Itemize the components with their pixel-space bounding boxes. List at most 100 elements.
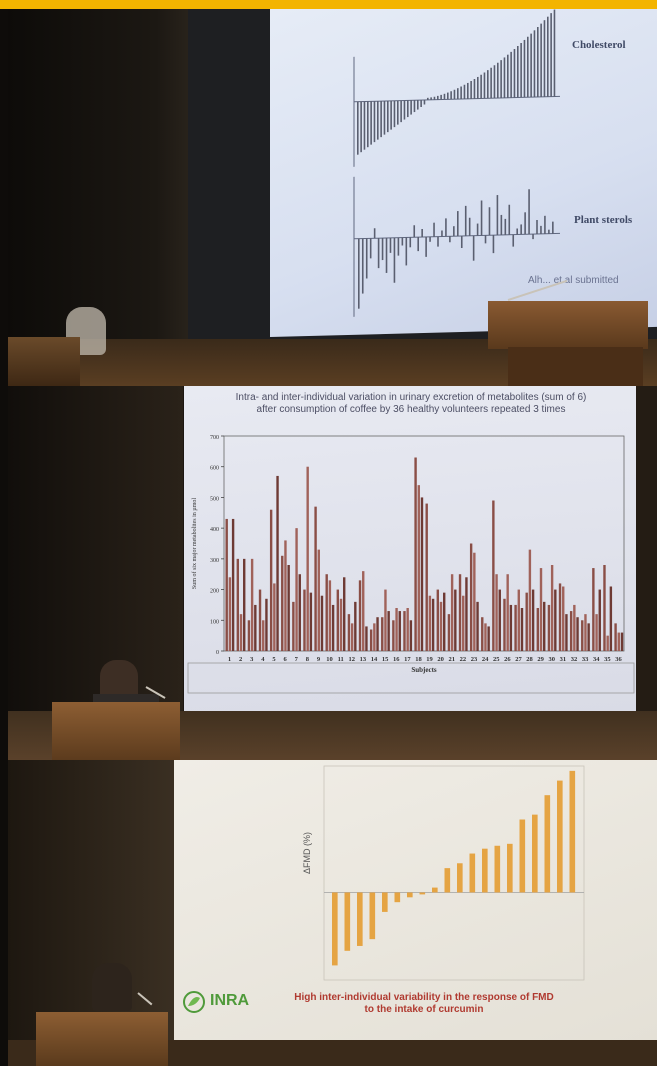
bar [377,101,379,140]
bar [432,887,438,893]
x-tick-label: 30 [549,656,556,663]
bar [276,475,279,651]
bar [547,16,549,97]
bar [421,228,423,238]
side-desk [8,337,80,386]
bar [306,466,309,651]
bar [465,577,468,651]
bar [520,608,524,651]
bar [477,76,479,99]
bar [490,67,492,99]
bar [439,601,443,651]
auditorium-right-wall [636,386,657,760]
bar [358,238,360,309]
bar [357,101,359,155]
bar [540,23,542,97]
bar [437,236,439,247]
x-tick-label: 26 [504,656,511,663]
bar [363,101,366,150]
bar [269,509,273,651]
bar [454,589,457,651]
bar [437,95,439,100]
bar [517,45,519,98]
bar [497,62,499,99]
slide-credit: Alh... et al submitted [528,275,619,286]
bar [447,92,449,100]
bar [481,617,484,651]
bar [250,558,254,651]
bar [365,626,368,651]
x-tick-label: 36 [615,656,622,663]
podium [52,702,180,760]
leaf-icon [183,991,205,1013]
x-tick-label: 24 [482,656,489,663]
bar [365,238,368,279]
bar [506,574,509,651]
bar [361,238,364,294]
bar [397,100,399,125]
bar [520,42,522,98]
bar [523,39,526,98]
bar [354,601,357,651]
x-tick-label: 6 [283,656,287,663]
bar [325,574,328,651]
bar [496,195,499,236]
bar [358,580,362,651]
bar [414,457,417,651]
bar [606,635,609,651]
bar [544,795,551,893]
bar [464,205,467,236]
bar [507,54,509,98]
bar [343,577,346,651]
bar [225,518,228,651]
bar [530,33,532,98]
bar [487,70,489,99]
bar [336,589,340,651]
bar [494,845,501,893]
x-tick-label: 3 [250,656,254,663]
bar [528,189,530,235]
bar [614,623,617,651]
bar [390,100,392,130]
x-tick-label: 4 [261,656,265,663]
bar [394,892,401,903]
bar [398,611,401,651]
bar [553,9,556,97]
slide-footer-frame [187,662,635,694]
bar [410,100,412,115]
bar [395,608,398,651]
bar [273,583,276,651]
bar [309,592,313,651]
bar [543,601,546,651]
x-tick-label: 29 [537,656,544,663]
bar [472,235,475,261]
bar [500,214,503,235]
bar [450,574,454,651]
bar [423,99,426,105]
x-tick-label: 33 [582,656,589,663]
bar [476,601,479,651]
bar [350,623,354,651]
bar [532,814,538,893]
y-tick-label: 100 [210,619,219,625]
bar [462,595,465,651]
x-tick-label: 22 [460,656,467,663]
y-tick-label: 0 [216,650,219,656]
bar [598,589,601,651]
bar [509,604,513,651]
y-axis-label: ΔFMD (%) [302,832,312,874]
bar [236,558,240,651]
y-tick-label: 300 [210,558,219,564]
bar [403,100,406,120]
bar [565,614,568,651]
bar [576,617,579,651]
bar [430,97,432,100]
bar [377,238,380,269]
bar [527,36,529,98]
laptop [93,694,159,702]
bar [495,574,498,651]
bar [569,770,576,893]
bar [403,611,406,651]
caption-line-1: High inter-individual variability in the… [294,992,554,1003]
projection-screen [270,9,657,337]
